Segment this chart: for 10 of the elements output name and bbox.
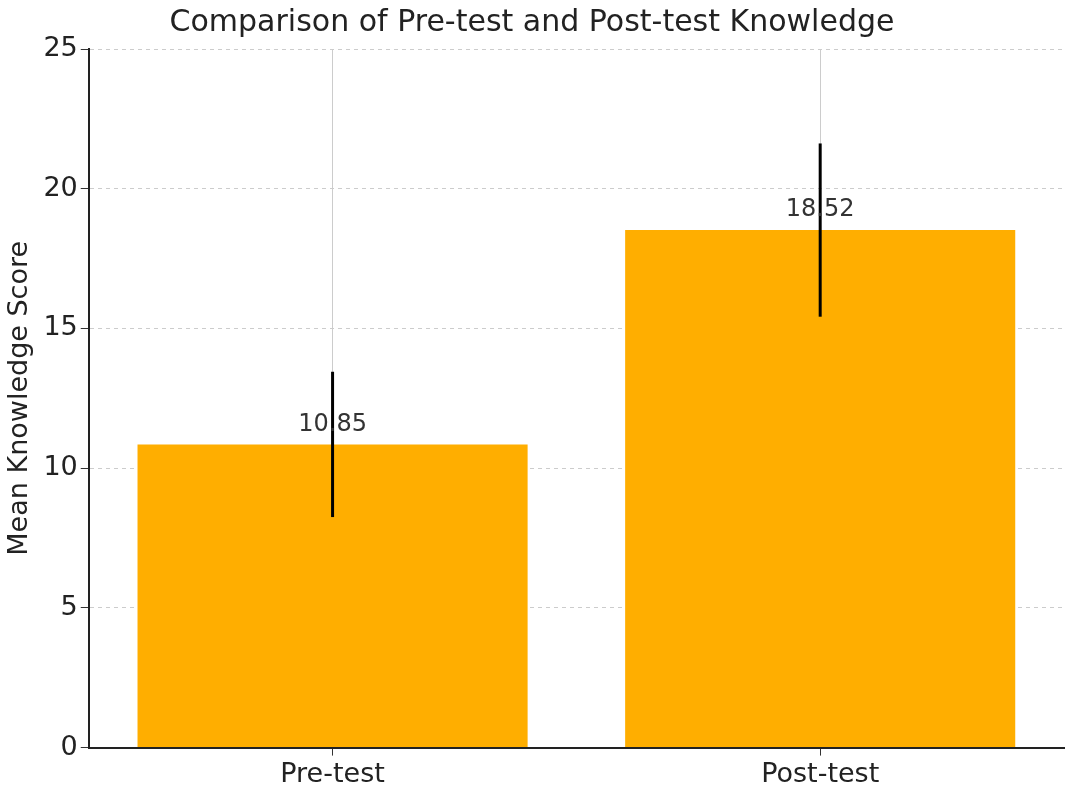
x-tick-label: Pre-test [280,756,385,788]
y-tick-label: 20 [43,170,78,202]
x-tick-label: Post-test [761,756,880,788]
chart-title: Comparison of Pre-test and Post-test Knowledge [169,2,895,38]
y-axis-title: Mean Knowledge Score [2,240,34,556]
y-tick-label: 5 [60,589,78,621]
y-tick-label: 0 [60,729,78,761]
y-tick-label: 10 [43,450,78,482]
y-tick-label: 25 [43,31,78,63]
y-tick-label: 15 [43,310,78,342]
